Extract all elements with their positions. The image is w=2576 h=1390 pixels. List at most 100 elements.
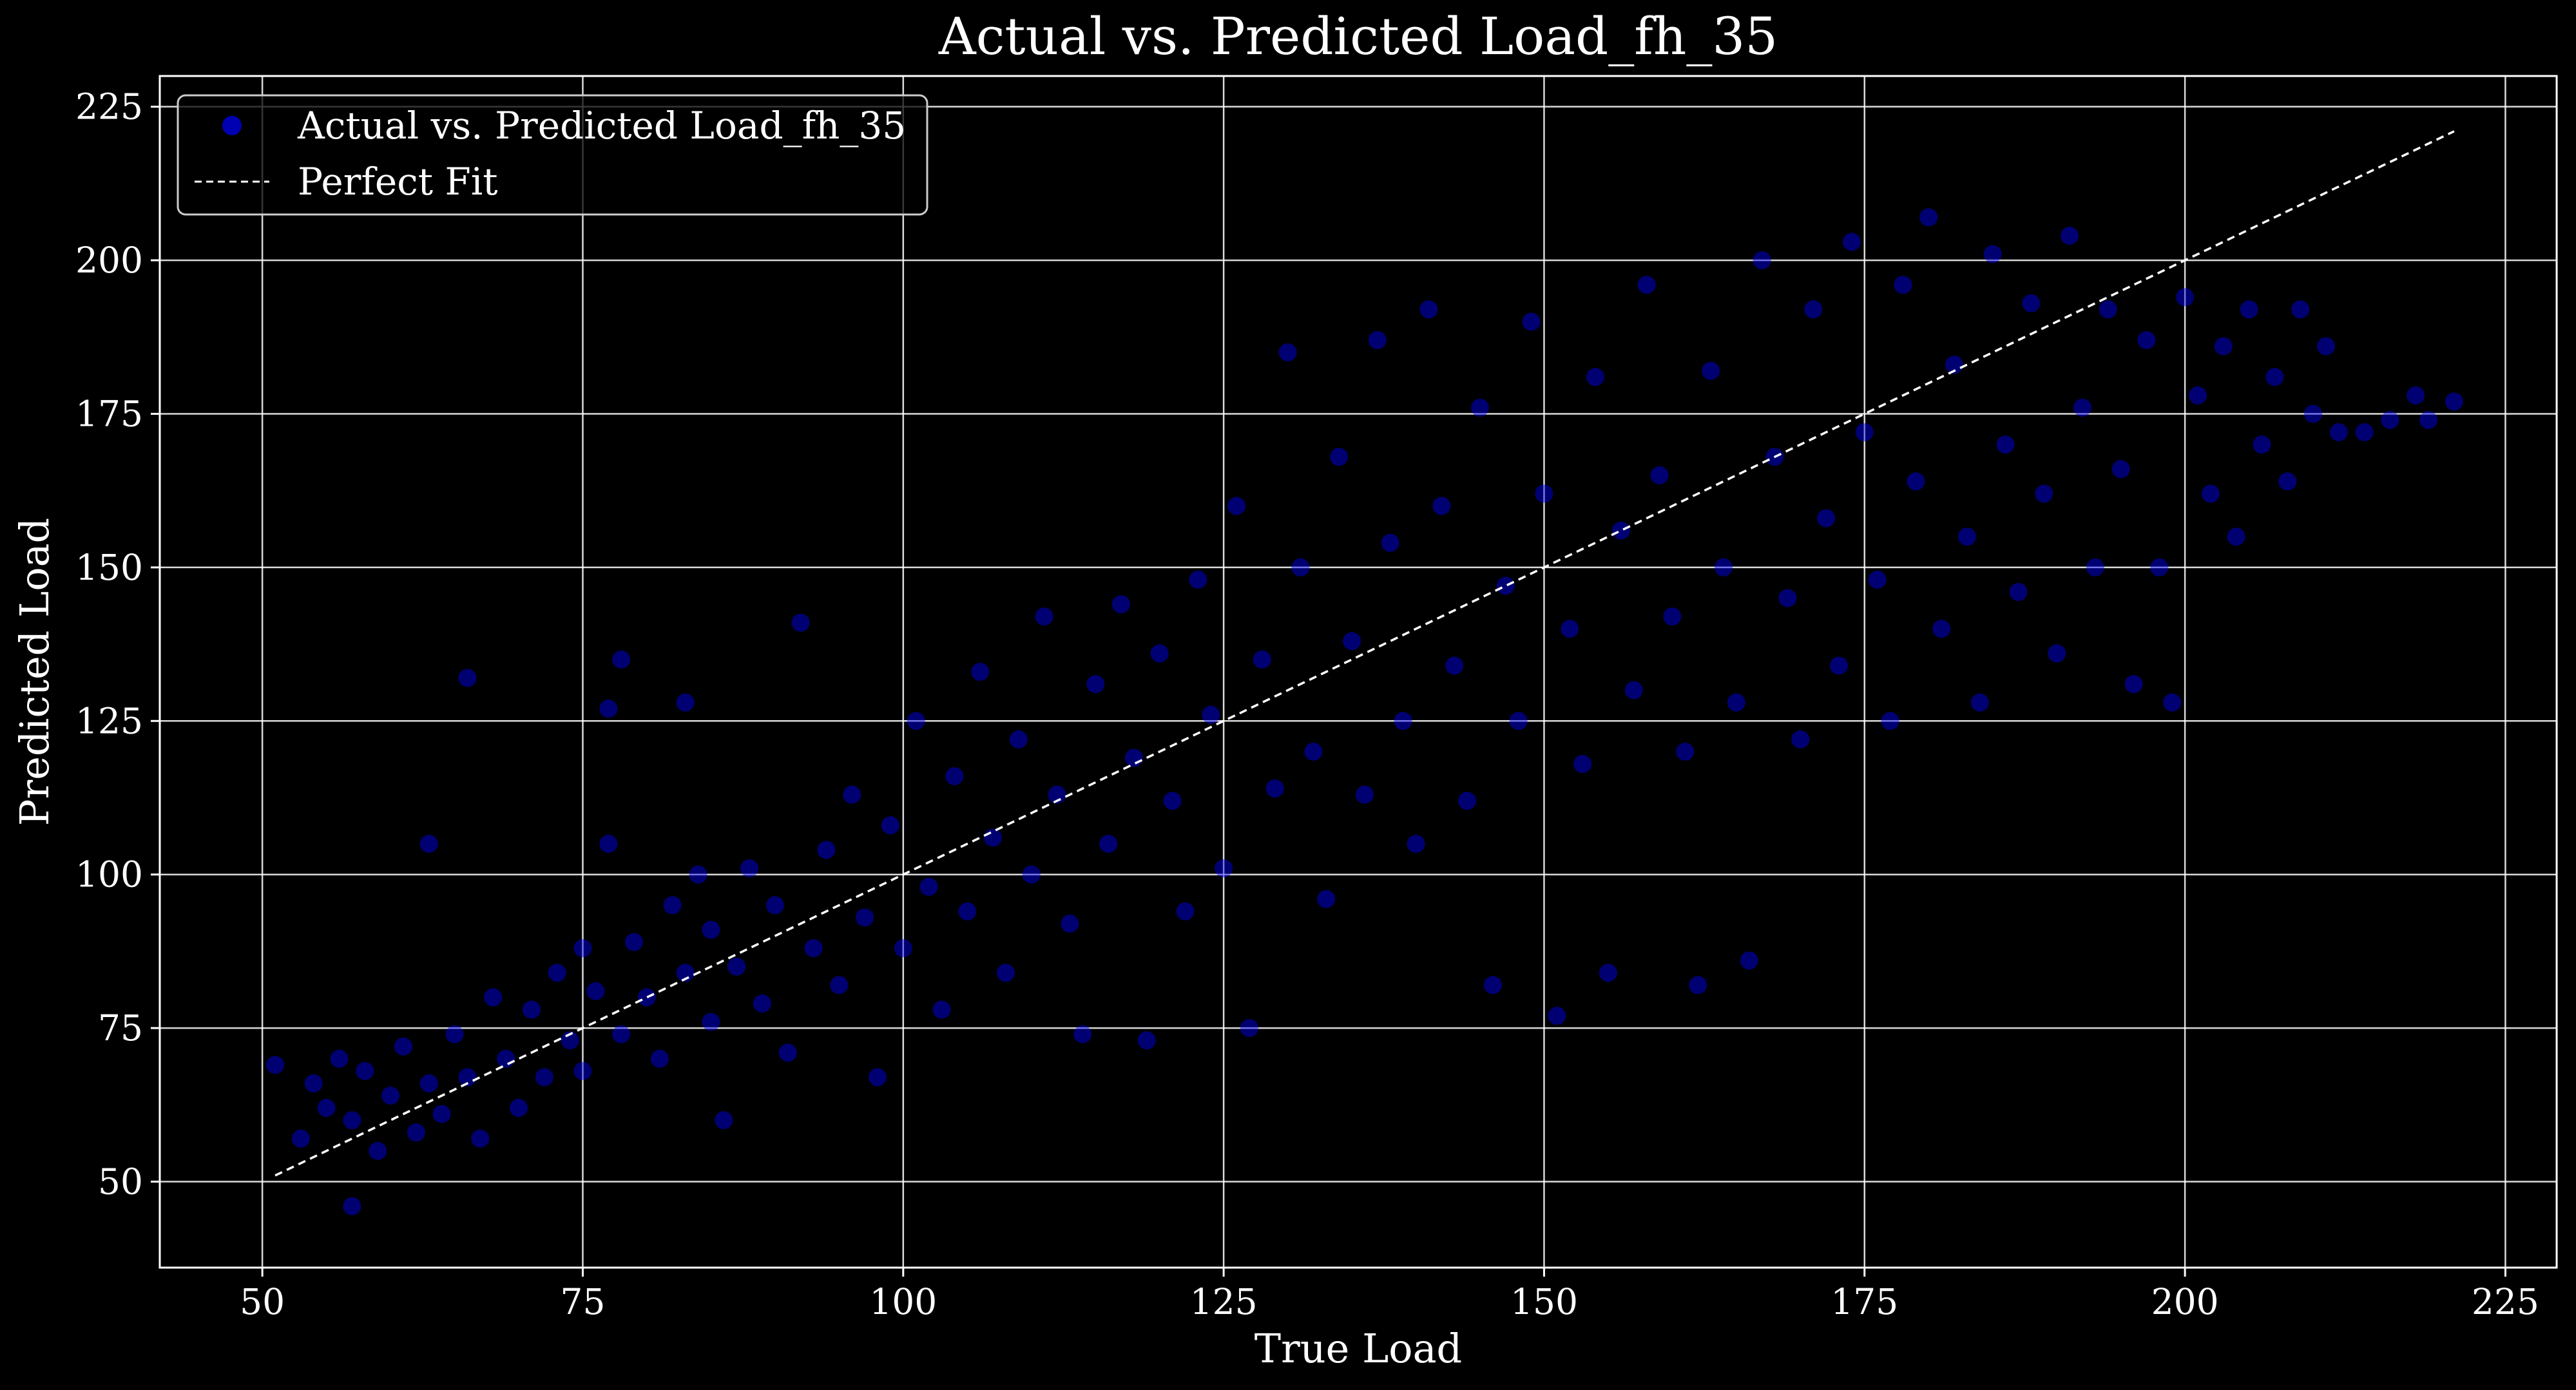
scatter-point [2124,675,2143,694]
scatter-point [702,1013,720,1031]
scatter-point [1727,693,1745,712]
scatter-point [2214,337,2233,356]
scatter-point [715,1111,733,1130]
scatter-point [817,841,836,859]
scatter-point [1227,497,1246,515]
scatter-point [971,663,990,681]
scatter-point [1189,570,1207,589]
scatter-point [881,816,899,835]
scatter-point [843,785,861,804]
scatter-point [702,920,720,939]
scatter-point [2048,644,2066,663]
scatter-point [625,933,644,951]
scatter-point [2022,294,2041,312]
scatter-point [2240,300,2258,319]
scatter-point [419,835,438,853]
scatter-point [586,982,605,1000]
scatter-point [1561,620,1579,638]
scatter-point [2035,484,2053,503]
scatter-point [1753,251,1771,270]
scatter-point [2445,392,2463,411]
scatter-point [1496,576,1515,595]
scatter-point [1343,632,1361,651]
y-tick-label: 100 [75,854,143,895]
scatter-point [1099,835,1118,853]
y-tick-label: 200 [75,240,143,281]
y-tick-label: 225 [75,86,143,128]
scatter-point [1637,276,1656,294]
scatter-point [343,1197,361,1215]
scatter-point [2265,368,2284,386]
scatter-point [1676,742,1695,761]
scatter-point [1932,620,1951,638]
scatter-point [996,964,1015,982]
scatter-point [1907,472,1925,491]
scatter-point [471,1129,490,1148]
scatter-point [1829,656,1848,675]
scatter-point [419,1074,438,1092]
x-tick-label: 75 [560,1281,605,1322]
scatter-point [458,1068,477,1087]
legend: Actual vs. Predicted Load_fh_35 Perfect … [177,94,928,216]
scatter-point [1791,730,1810,748]
scatter-point [522,1000,541,1019]
scatter-point [1945,356,1964,374]
scatter-point [958,902,977,920]
scatter-point [856,908,874,927]
scatter-point [561,1031,579,1050]
scatter-point [2099,300,2117,319]
scatter-point [804,939,823,958]
scatter-point [573,939,592,958]
scatter-point [266,1056,285,1074]
scatter-point [1291,558,1310,576]
scatter-point [1381,533,1399,552]
perfect-fit-line-group [274,130,2455,1177]
scatter-point [1957,528,1976,546]
scatter-point [2086,558,2104,576]
scatter-point [535,1068,553,1087]
scatter-point [1265,779,1284,798]
scatter-point [2329,423,2348,442]
scatter-point [1022,865,1041,884]
scatter-point [1470,398,1489,417]
scatter-point [1573,755,1592,774]
scatter-point [1407,835,1425,853]
y-tick-label: 150 [75,547,143,588]
y-axis-label: Predicted Load [11,518,58,826]
y-tick-label: 175 [75,393,143,434]
scatter-point [2407,386,2425,405]
scatter-point [317,1099,336,1118]
scatter-point [445,1025,464,1043]
scatter-point [753,994,771,1013]
scatter-point [1817,509,1836,528]
scatter-point [484,988,503,1007]
scatter-point [1983,245,2002,263]
scatter-point [1842,233,1861,251]
scatter-point [1689,976,1707,995]
x-axis-label: True Load [1254,1325,1462,1372]
scatter-point [612,650,631,669]
scatter-point [1778,589,1797,607]
scatter-point [1970,693,1989,712]
scatter-point [612,1025,631,1043]
scatter-point [1919,208,1938,227]
scatter-point [919,877,938,896]
scatter-point [548,964,566,982]
scatter-point [291,1129,310,1148]
scatter-point [1586,368,1605,386]
perfect-fit-line [274,130,2455,1177]
scatter-point [304,1074,323,1092]
scatter-point [599,700,618,718]
scatter-point [1111,595,1130,614]
scatter-point [1894,276,1912,294]
scatter-point [1432,497,1451,515]
scatter-point [2278,472,2297,491]
scatter-point [1137,1031,1156,1050]
scatter-point [1215,859,1233,878]
scatter-point [1855,423,1874,442]
scatter-point [676,693,695,712]
scatter-point [830,976,849,995]
scatter-point [1240,1019,1258,1038]
scatter-point [2316,337,2335,356]
